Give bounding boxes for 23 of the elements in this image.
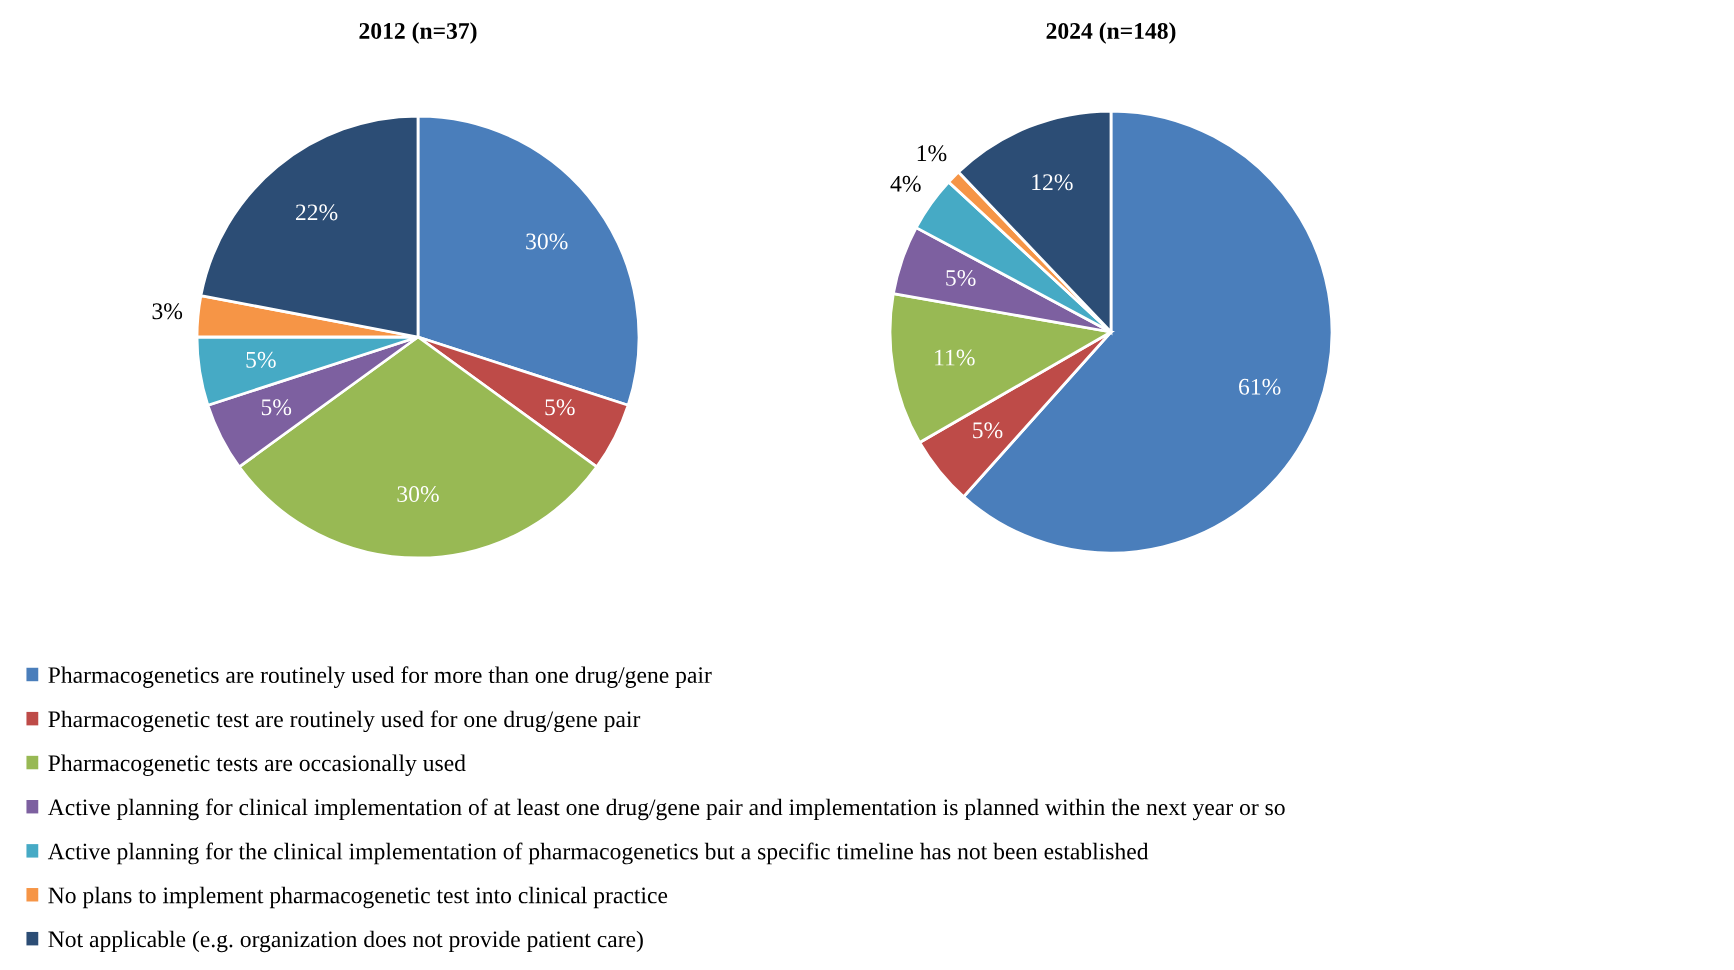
data-label: 22%: [295, 204, 338, 221]
data-label: 61%: [1239, 378, 1281, 395]
legend-label: Not applicable (e.g. organization does not provide patient care): [48, 930, 643, 953]
data-label: 4%: [890, 175, 921, 192]
data-label: 11%: [935, 349, 975, 366]
data-label: 30%: [526, 233, 568, 250]
legend-label: Pharmacogenetics are routinely used for more than one drug/gene pair: [48, 666, 712, 688]
legend-label: Pharmacogenetic test are routinely used for one drug/gene pair: [48, 710, 641, 733]
data-label: 30%: [397, 486, 439, 503]
legend-label: Active planning for the clinical implementation of pharmacogenetics but a specific timeline has not been established: [47, 842, 1149, 865]
data-label: 12%: [1032, 174, 1073, 191]
legend-label: Active planning for clinical implementation of at least one drug/gene pair and implementation is planned within the next year or so: [47, 798, 1285, 821]
data-label: 5%: [246, 351, 276, 368]
data-label: 5%: [973, 422, 1003, 439]
legend-label: No plans to implement pharmacogenetic test into clinical practice: [48, 886, 668, 909]
data-label: 5%: [261, 399, 292, 416]
data-label: 5%: [946, 269, 976, 286]
chart-title: 2024 (n=148): [1046, 22, 1176, 44]
chart-title: 2012 (n=37): [359, 22, 477, 44]
data-label: 3%: [152, 303, 183, 320]
data-label: 5%: [545, 399, 575, 416]
data-label: 1%: [917, 145, 947, 162]
legend-label: Pharmacogenetic tests are occasionally used: [48, 754, 466, 777]
